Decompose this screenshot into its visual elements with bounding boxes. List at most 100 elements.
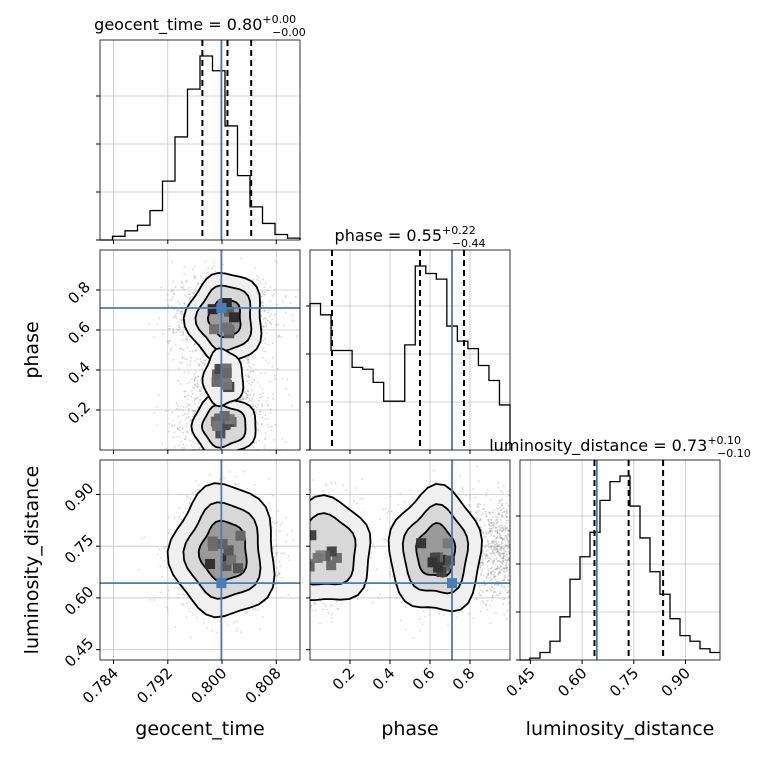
hist-panel-geocent_time <box>96 39 301 244</box>
sample-point <box>273 556 276 559</box>
sample-point <box>168 325 171 327</box>
sample-point <box>258 628 261 630</box>
sample-point <box>256 381 259 384</box>
sample-point <box>246 375 249 378</box>
mode-lower-level-1 <box>200 403 247 449</box>
sample-point <box>279 523 282 526</box>
sample-point <box>198 401 200 404</box>
sample-point <box>193 410 195 413</box>
sample-point <box>197 282 200 285</box>
sample-point <box>197 383 200 386</box>
sample-point <box>175 331 178 334</box>
sample-point <box>181 414 184 417</box>
sample-point <box>262 325 265 328</box>
mode-upper-level-1 <box>194 284 253 352</box>
sample-point <box>269 408 272 411</box>
density-cell <box>229 312 240 323</box>
density-cell <box>224 324 235 335</box>
sample-point <box>264 291 266 294</box>
sample-point <box>194 360 196 363</box>
sample-point <box>242 398 245 400</box>
sample-point <box>249 399 252 402</box>
sample-point <box>176 404 179 407</box>
histogram-geocent_time <box>100 55 301 241</box>
sample-point <box>183 266 186 269</box>
sample-point <box>262 309 265 312</box>
density-cell <box>212 420 223 431</box>
sample-point <box>168 339 171 342</box>
sample-point <box>262 278 265 281</box>
sample-point <box>167 589 170 592</box>
sample-point <box>294 295 297 298</box>
sample-point <box>291 529 294 532</box>
sample-point <box>200 360 203 363</box>
sample-point <box>185 336 188 338</box>
density-cell <box>211 369 222 380</box>
sample-point <box>269 285 272 288</box>
sample-point <box>248 376 251 379</box>
sample-point <box>255 278 258 281</box>
sample-point <box>270 429 273 431</box>
sample-point <box>163 547 166 549</box>
sample-point <box>201 280 204 282</box>
sample-point <box>176 427 179 430</box>
sample-point <box>170 533 173 536</box>
sample-point <box>265 325 268 328</box>
sample-point <box>187 416 190 418</box>
sample-point <box>268 502 270 505</box>
sample-point <box>155 406 158 409</box>
sample-point <box>196 284 198 287</box>
sample-point <box>158 394 160 397</box>
sample-point <box>168 299 171 302</box>
sample-point <box>166 544 169 547</box>
sample-point <box>274 423 277 426</box>
sample-point <box>212 261 215 264</box>
sample-point <box>256 608 259 611</box>
sample-point <box>241 361 244 364</box>
sample-point <box>279 530 281 532</box>
sample-point <box>280 336 283 338</box>
sample-point <box>192 440 194 443</box>
sample-point <box>207 271 209 274</box>
sample-point <box>261 304 264 307</box>
sample-point <box>171 331 174 334</box>
sample-point <box>239 398 242 401</box>
sample-point <box>196 382 199 385</box>
sample-point <box>173 315 176 318</box>
sample-point <box>194 397 197 400</box>
panel-title-geocent-time: geocent_time = 0.80+0.00 −0.00 <box>94 13 306 39</box>
sample-point <box>189 364 192 367</box>
sample-point <box>182 593 184 596</box>
sample-point <box>284 296 287 299</box>
sample-point <box>187 416 189 419</box>
sample-point <box>263 316 266 319</box>
sample-point <box>178 326 180 328</box>
sample-point <box>264 338 267 341</box>
sample-point <box>259 413 261 416</box>
sample-point <box>182 331 185 334</box>
sample-point <box>248 360 250 363</box>
sample-point <box>198 390 201 393</box>
sample-point <box>178 324 180 327</box>
sample-point <box>171 411 174 414</box>
sample-point <box>158 317 161 320</box>
sample-point <box>193 387 196 390</box>
sample-point <box>184 294 186 296</box>
sample-point <box>204 362 207 365</box>
sample-point <box>196 442 199 445</box>
x-axis-label-luminosity-distance: luminosity_distance <box>526 718 715 740</box>
sample-point <box>177 367 180 369</box>
sample-point <box>257 276 260 279</box>
sample-point <box>183 395 186 398</box>
sample-point <box>183 390 186 393</box>
panel-title-phase: phase = 0.55+0.22 −0.44 <box>335 224 486 250</box>
sample-point <box>173 332 175 335</box>
sample-point <box>197 375 200 378</box>
sample-point <box>185 430 188 433</box>
sample-point <box>246 396 249 399</box>
sample-point <box>172 280 175 283</box>
sample-point <box>272 438 275 441</box>
sample-point <box>201 386 203 389</box>
sample-point <box>264 359 267 362</box>
sample-point <box>186 358 188 361</box>
